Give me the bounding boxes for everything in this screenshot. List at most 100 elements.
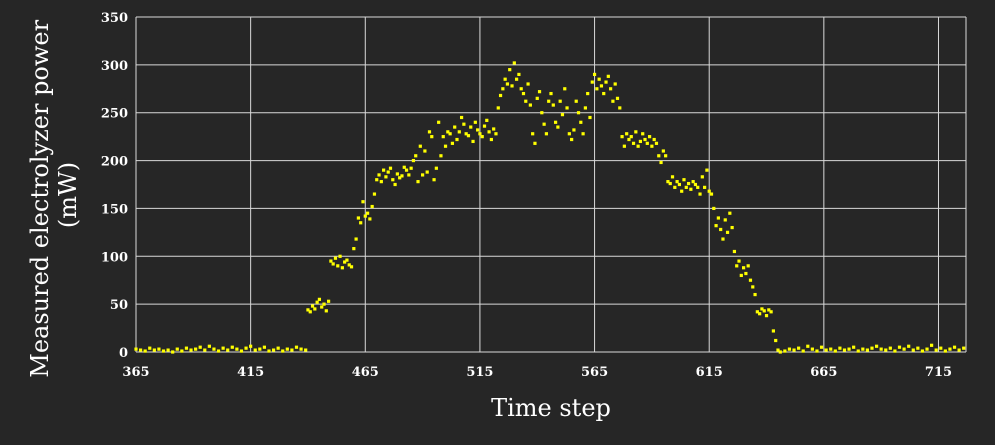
data-point	[377, 173, 381, 177]
data-point	[453, 125, 457, 129]
data-point	[388, 166, 393, 170]
data-point	[517, 72, 521, 77]
data-point	[425, 170, 429, 174]
data-point	[583, 106, 587, 110]
data-point	[939, 346, 943, 350]
data-point	[363, 214, 367, 218]
data-point	[329, 259, 333, 263]
data-point	[691, 180, 695, 184]
data-point	[221, 346, 225, 350]
data-point	[753, 292, 757, 297]
data-point	[916, 346, 920, 350]
data-point	[700, 175, 704, 179]
data-point	[134, 347, 138, 351]
data-point	[462, 122, 466, 126]
data-point	[680, 189, 684, 193]
data-point	[503, 77, 507, 81]
data-point	[418, 144, 422, 148]
data-point	[698, 192, 702, 196]
data-point	[741, 266, 746, 270]
data-point	[531, 132, 535, 136]
data-point	[519, 87, 523, 91]
y-axis-title-line-2: (mW)	[54, 162, 82, 228]
data-point	[675, 180, 679, 184]
data-point	[833, 349, 837, 353]
y-tick-labels: 0 50 100 150 200 250 300 350	[101, 11, 128, 361]
data-point	[356, 216, 361, 220]
data-point	[384, 175, 388, 179]
data-point	[244, 346, 248, 350]
data-point	[508, 68, 512, 72]
data-point	[893, 349, 897, 353]
data-point	[354, 237, 358, 241]
data-point	[407, 173, 411, 177]
data-point	[572, 128, 576, 132]
data-point	[487, 130, 491, 134]
data-point	[226, 348, 230, 352]
data-point	[515, 77, 519, 81]
data-point	[884, 348, 888, 352]
data-point	[735, 264, 739, 268]
data-point	[957, 348, 961, 352]
data-point	[175, 347, 179, 351]
data-point	[661, 149, 665, 153]
data-point	[664, 154, 668, 158]
data-point	[712, 206, 716, 211]
data-point	[526, 82, 530, 86]
data-point	[581, 132, 585, 136]
data-point	[647, 135, 652, 139]
data-point	[276, 346, 280, 350]
data-point	[590, 80, 594, 84]
data-point	[171, 350, 175, 354]
data-point	[806, 344, 810, 348]
data-point	[728, 211, 732, 215]
data-point	[542, 122, 546, 126]
data-point	[281, 349, 285, 353]
data-point	[510, 84, 514, 88]
data-point	[769, 310, 773, 314]
data-point	[888, 346, 892, 350]
data-point	[315, 300, 319, 304]
data-point	[556, 125, 560, 129]
data-point	[421, 173, 425, 177]
data-point	[755, 310, 759, 314]
data-point	[216, 349, 221, 353]
data-point	[361, 200, 365, 204]
data-point	[212, 347, 216, 351]
data-point	[721, 237, 725, 241]
y-tick-label: 200	[101, 155, 128, 170]
data-point	[549, 91, 553, 96]
data-point	[230, 345, 234, 349]
data-point	[235, 347, 239, 351]
data-point	[714, 224, 718, 228]
data-point	[258, 347, 262, 351]
data-point	[925, 347, 929, 351]
data-point	[838, 346, 842, 350]
data-point	[322, 302, 326, 306]
data-point	[606, 74, 610, 78]
data-point	[349, 265, 354, 269]
data-point	[512, 61, 516, 65]
data-point	[434, 166, 438, 170]
data-point	[689, 187, 693, 191]
data-point	[576, 111, 581, 115]
data-point	[333, 256, 338, 260]
x-tick-label: 715	[925, 365, 952, 380]
data-point	[253, 348, 257, 352]
data-point	[409, 166, 413, 170]
data-point	[533, 141, 537, 145]
data-point	[400, 174, 404, 178]
data-point	[386, 170, 390, 174]
data-point	[707, 189, 711, 193]
data-point	[416, 180, 420, 184]
data-point	[464, 132, 468, 136]
data-point	[459, 115, 464, 120]
data-point	[395, 172, 399, 176]
data-point	[787, 347, 792, 351]
data-point	[776, 348, 780, 352]
data-point	[677, 182, 681, 187]
data-point	[723, 218, 727, 222]
data-point	[457, 130, 461, 134]
data-point	[466, 134, 471, 138]
data-point	[446, 130, 450, 134]
